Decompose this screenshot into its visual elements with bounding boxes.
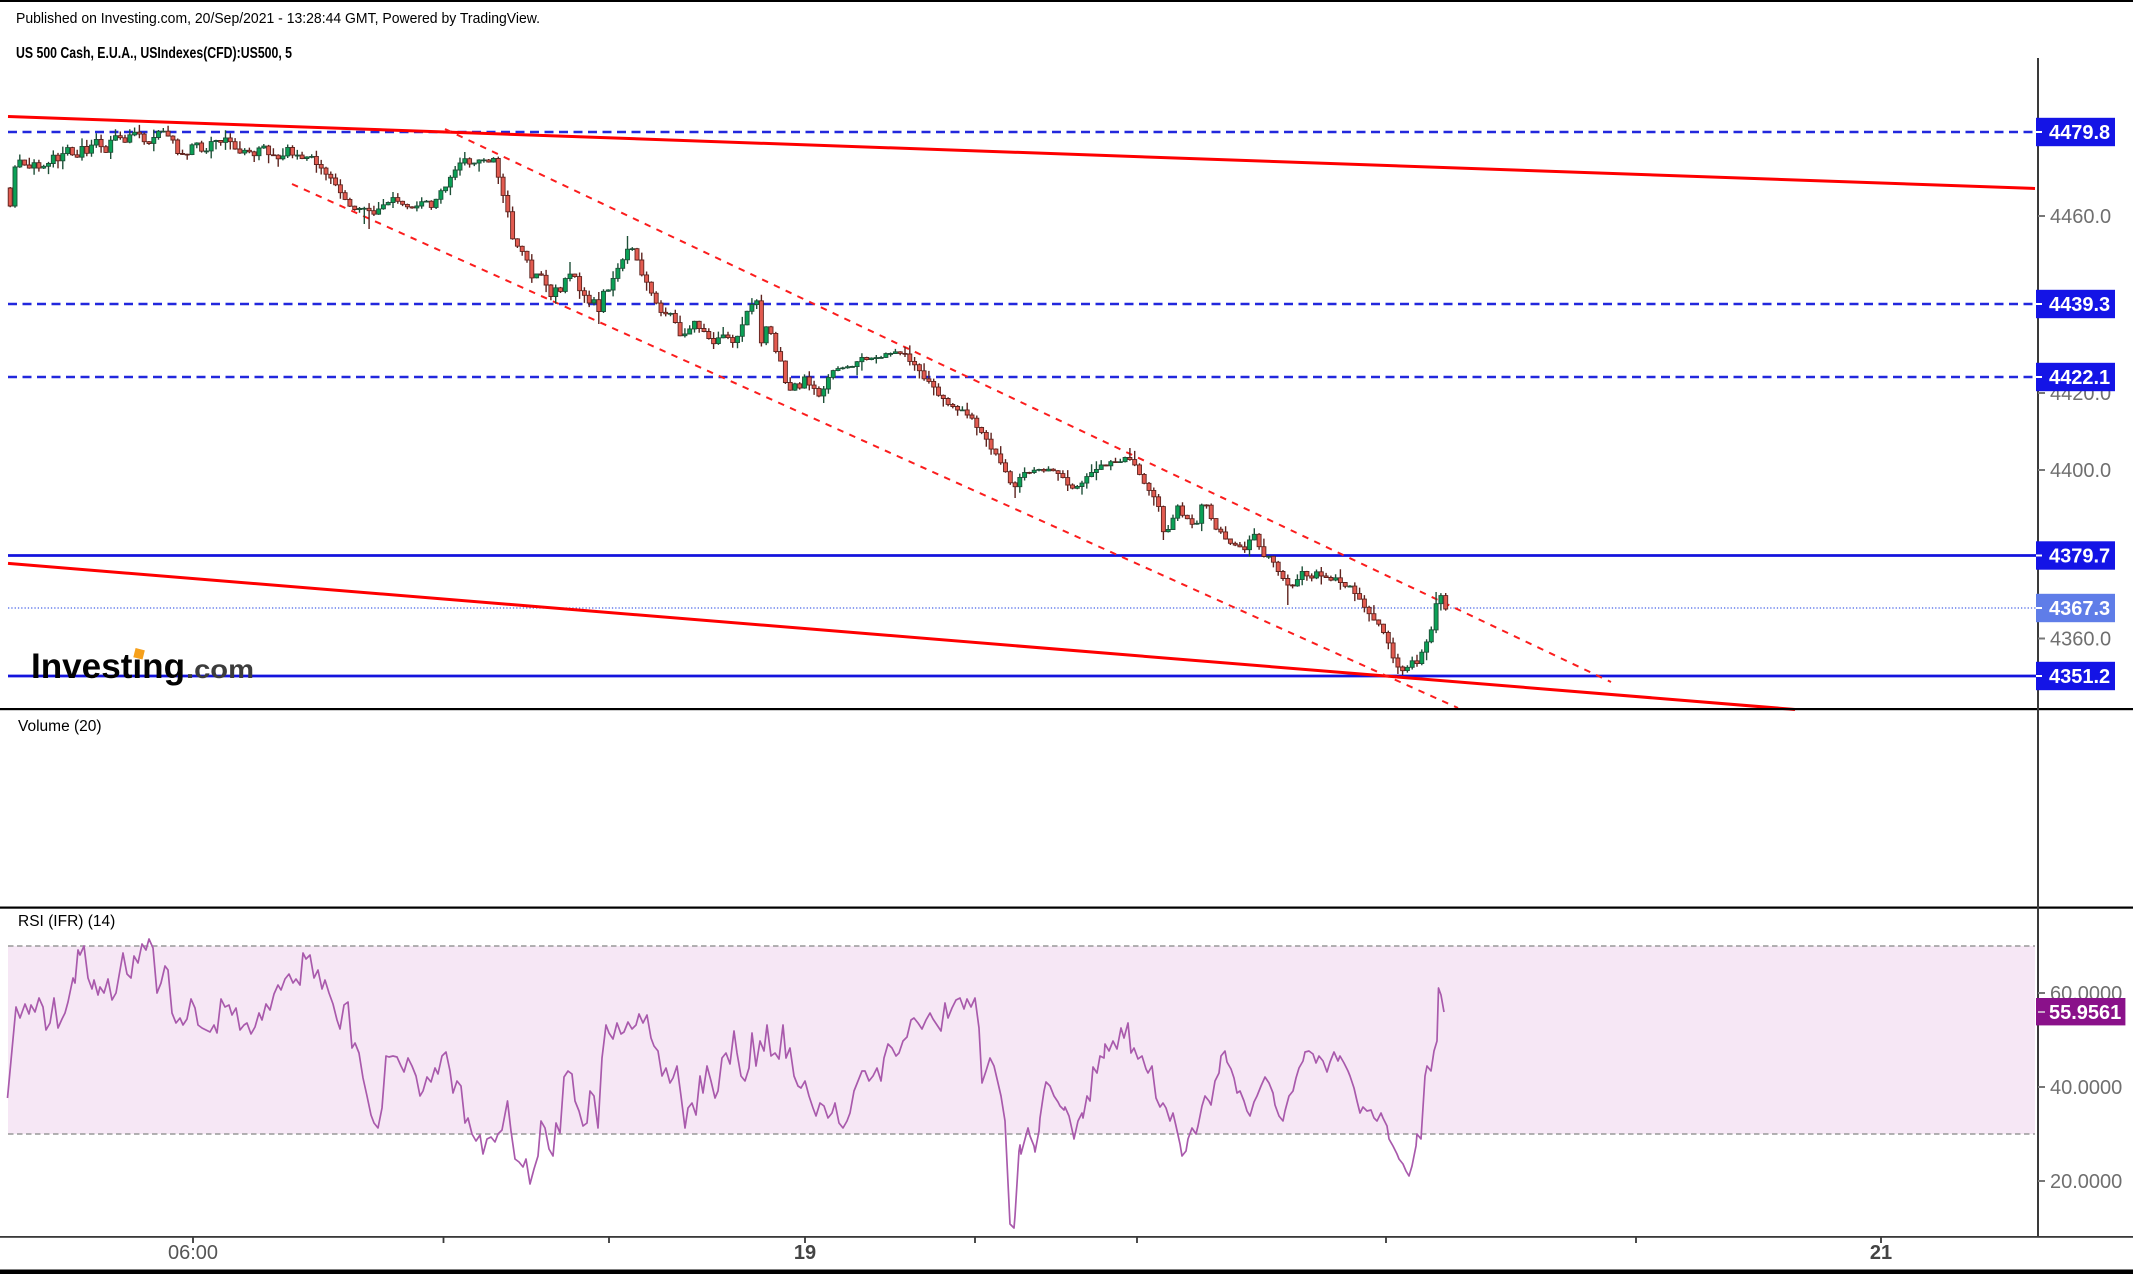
svg-text:4379.7: 4379.7 — [2049, 546, 2110, 568]
svg-text:Published on Investing.com, 20: Published on Investing.com, 20/Sep/2021 … — [16, 10, 540, 27]
svg-text:4351.2: 4351.2 — [2049, 666, 2110, 688]
svg-text:4367.3: 4367.3 — [2049, 598, 2110, 620]
svg-text:4422.1: 4422.1 — [2049, 367, 2110, 389]
svg-text:Investıng: Investıng — [31, 647, 185, 686]
svg-text:21: 21 — [1870, 1242, 1892, 1264]
svg-text:Volume (20): Volume (20) — [18, 718, 102, 735]
svg-text:RSI (IFR) (14): RSI (IFR) (14) — [18, 913, 115, 930]
svg-text:19: 19 — [794, 1242, 816, 1264]
svg-text:40.0000: 40.0000 — [2050, 1077, 2122, 1099]
svg-text:4360.0: 4360.0 — [2050, 629, 2111, 651]
svg-text:4400.0: 4400.0 — [2050, 460, 2111, 482]
svg-text:4479.8: 4479.8 — [2049, 122, 2110, 144]
svg-text:.com: .com — [186, 654, 254, 684]
svg-text:55.9561: 55.9561 — [2049, 1002, 2121, 1024]
svg-text:US 500 Cash, E.U.A., USIndexes: US 500 Cash, E.U.A., USIndexes(CFD):US50… — [16, 45, 292, 62]
svg-text:4439.3: 4439.3 — [2049, 294, 2110, 316]
svg-text:20.0000: 20.0000 — [2050, 1171, 2122, 1193]
svg-text:4460.0: 4460.0 — [2050, 206, 2111, 228]
svg-text:06:00: 06:00 — [168, 1242, 218, 1264]
